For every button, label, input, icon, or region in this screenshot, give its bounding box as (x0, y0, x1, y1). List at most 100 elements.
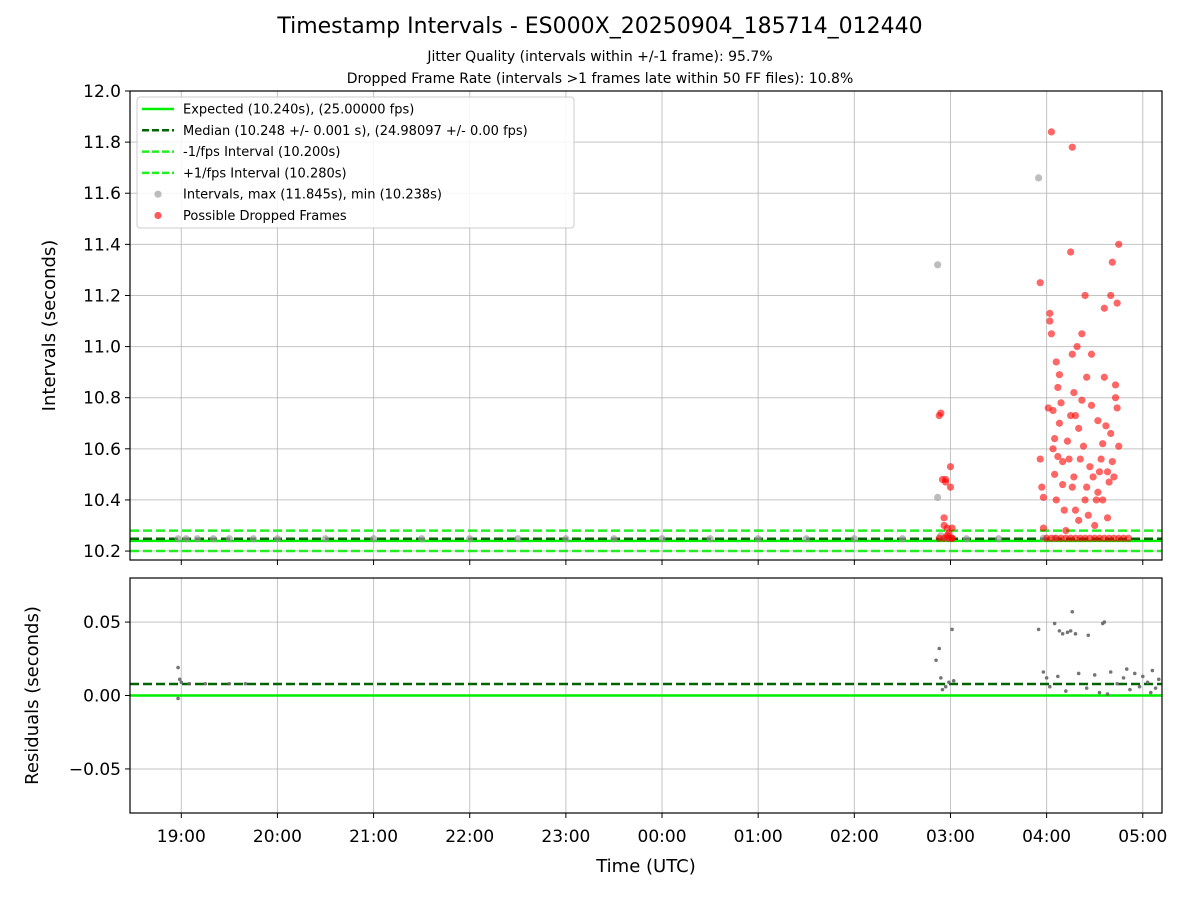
x-tick-label: 01:00 (734, 827, 783, 847)
interval-point (1044, 676, 1049, 680)
dropped-frame-point (1103, 468, 1112, 476)
dropped-frame-point (1068, 483, 1076, 491)
y-axis-label: Residuals (seconds) (22, 606, 43, 785)
interval-point (934, 261, 942, 269)
interval-point (514, 535, 522, 543)
dropped-frame-point (1047, 330, 1056, 338)
interval-point (950, 627, 954, 632)
dropped-frame-point (1071, 506, 1080, 514)
dropped-frame-point (1068, 350, 1076, 358)
interval-point (940, 687, 945, 692)
x-tick-label: 19:00 (157, 827, 206, 847)
y-tick-label: 11.0 (83, 338, 121, 358)
dropped-frame-point (1113, 404, 1121, 412)
interval-point (1128, 687, 1132, 692)
interval-point (934, 658, 938, 663)
x-tick-label: 22:00 (445, 827, 494, 847)
x-tick-label: 03:00 (926, 827, 975, 847)
legend-dot-swatch (154, 211, 162, 220)
interval-point (182, 535, 190, 543)
y-tick-label: 10.2 (83, 542, 121, 562)
interval-point (937, 646, 942, 651)
interval-point (962, 535, 971, 543)
dropped-frame-point (1059, 481, 1067, 489)
interval-point (1092, 673, 1097, 677)
dropped-frame-point (1073, 342, 1081, 351)
dropped-frame-point (946, 483, 955, 491)
interval-point (1153, 686, 1158, 690)
y-tick-label: 10.8 (83, 389, 121, 409)
dropped-frame-point (1052, 358, 1060, 366)
axes-frame (129, 577, 1163, 814)
dropped-frame-point (1108, 457, 1116, 466)
x-axis-label: Time (UTC) (595, 856, 696, 877)
chart-title: Timestamp Intervals - ES000X_20250904_18… (277, 14, 923, 39)
plot-area (130, 609, 1162, 701)
dropped-frame-point (1083, 483, 1091, 491)
dropped-frame-point (1094, 488, 1102, 496)
dropped-frame-point (1084, 511, 1092, 519)
dropped-frame-point (1054, 452, 1062, 461)
dropped-frame-point (1113, 299, 1121, 307)
dropped-frame-point (940, 514, 948, 522)
interval-point (1108, 670, 1113, 674)
plot-area (130, 128, 1162, 553)
dropped-frame-point (1107, 429, 1115, 438)
interval-point (1052, 621, 1057, 626)
interval-point (187, 681, 192, 686)
interval-point (1140, 674, 1145, 679)
dropped-frame-point (1067, 248, 1075, 256)
dropped-frame-point (1087, 350, 1096, 358)
interval-point (850, 535, 858, 543)
interval-point (1097, 690, 1102, 695)
interval-point (243, 681, 248, 686)
dropped-frame-point (1111, 394, 1120, 402)
legend-box (136, 96, 575, 229)
dropped-frame-point (1108, 258, 1116, 266)
y-tick-label: 0.05 (83, 613, 121, 633)
interval-point (249, 535, 257, 543)
dropped-frame-point (948, 524, 956, 532)
y-tick-label: 11.8 (83, 133, 121, 153)
x-tick-label: 20:00 (253, 827, 302, 847)
dropped-frame-point (1038, 483, 1046, 491)
dropped-frame-point (1094, 417, 1102, 425)
interval-point (203, 681, 208, 686)
panel-residuals: 19:00 20:00 21:00 22:00 23:00 00:00 01:00 02:00… (22, 577, 1167, 877)
interval-point (1156, 677, 1161, 682)
dropped-frame-point (1100, 304, 1108, 312)
interval-point (1137, 684, 1142, 689)
chart-subtitle-dropped: Dropped Frame Rate (intervals >1 frames … (346, 71, 854, 87)
dropped-frame-point (1071, 411, 1080, 420)
dropped-frame-point (1049, 445, 1057, 453)
dropped-frame-point (1097, 455, 1105, 463)
legend-entry-label: +1/fps Interval (10.280s) (183, 166, 347, 181)
interval-point (1070, 609, 1075, 614)
interval-point (1084, 686, 1089, 690)
interval-point (466, 535, 474, 543)
interval-point (1102, 620, 1107, 624)
dropped-frame-point (1036, 455, 1044, 463)
legend-entry-label: -1/fps Interval (10.200s) (183, 145, 340, 160)
dropped-frame-point (1089, 473, 1097, 481)
legend-entry-label: Possible Dropped Frames (183, 209, 347, 224)
dropped-frame-point (1078, 396, 1086, 404)
x-tick-label: 02:00 (830, 827, 879, 847)
dropped-frame-point (1059, 457, 1067, 466)
dropped-frame-point (1105, 478, 1113, 486)
dropped-frame-point (1051, 470, 1059, 478)
interval-point (947, 680, 951, 685)
legend-entry-label: Median (10.248 +/- 0.001 s), (24.98097 +… (183, 124, 528, 139)
interval-point (1148, 690, 1153, 695)
interval-point (1065, 630, 1070, 635)
y-tick-label: 10.6 (83, 440, 121, 460)
y-tick-label: −0.05 (69, 760, 121, 780)
interval-point (1124, 667, 1129, 671)
interval-point (227, 681, 232, 686)
dropped-frame-point (1063, 437, 1072, 445)
panel-intervals: 10.2 10.4 10.6 10.8 11.0 11.2 11.4 11.6 11.8 12.0… (39, 82, 1163, 565)
y-tick-label: 0.00 (83, 687, 121, 707)
interval-point (934, 493, 942, 501)
interval-point (1086, 633, 1091, 638)
